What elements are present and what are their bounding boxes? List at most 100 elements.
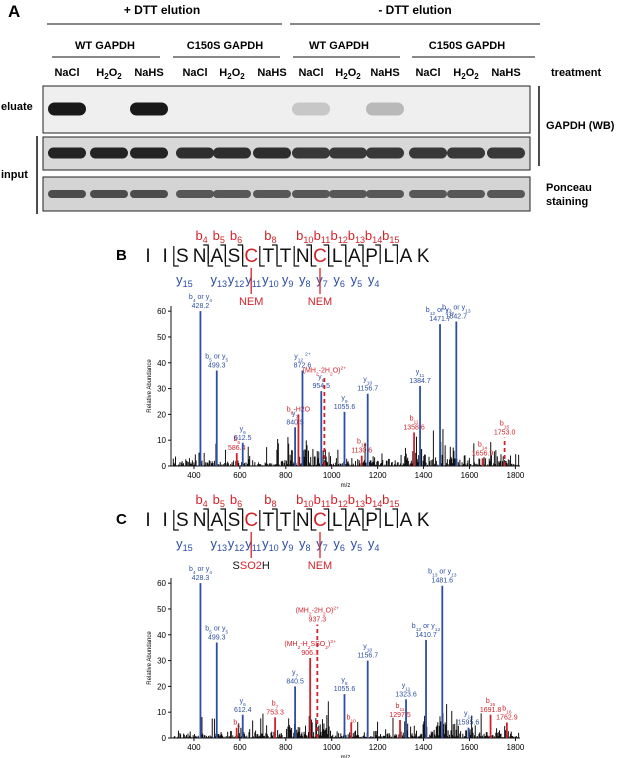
- peak-label: 428.3: [192, 575, 210, 582]
- y-cleavage: [276, 246, 282, 267]
- right-label-staining: staining: [546, 196, 588, 208]
- x-axis-label: m/z: [341, 755, 351, 758]
- peak-label: b13 or y13: [442, 304, 471, 314]
- y-tick-label: 20: [157, 682, 166, 691]
- group-label-dtt-minus: - DTT elution: [378, 3, 451, 17]
- residue: A: [210, 246, 223, 267]
- residue: S: [176, 246, 189, 267]
- input-band: [130, 147, 168, 159]
- y-cleavage: [276, 510, 282, 531]
- mod-label: NEM: [239, 296, 263, 308]
- mod-label: SSO2H: [233, 560, 270, 572]
- x-tick-label: 1200: [369, 743, 387, 752]
- y-cleavage: [310, 510, 317, 531]
- b-ion-label: b10: [296, 228, 313, 245]
- residue: C: [244, 510, 258, 531]
- peak-label: y11: [416, 369, 425, 379]
- residue: A: [348, 246, 361, 267]
- peak-label: 1358.6: [403, 424, 425, 431]
- peak-label: y6: [240, 426, 247, 436]
- x-tick-label: 1800: [507, 471, 525, 480]
- y-cleavage: [173, 246, 179, 267]
- residue: C: [313, 246, 327, 267]
- peak-label: b15: [500, 421, 510, 431]
- y-tick-label: 60: [157, 579, 166, 588]
- y-cleavage: [259, 510, 265, 531]
- y-ion-label: y12: [228, 272, 245, 289]
- peak-label: 1130.6: [351, 448, 372, 455]
- y-cleavage: [173, 510, 179, 531]
- input-band: [90, 147, 128, 159]
- y-axis-label: Relative Abundance: [147, 631, 153, 685]
- y-tick-label: 60: [157, 307, 166, 316]
- lane-label: NaHS: [134, 67, 163, 79]
- peak-label: y9: [341, 395, 348, 405]
- peak-label: 937.3: [309, 616, 327, 623]
- lane-labels: NaCl H2O2 NaHS NaCl H2O2 NaHS NaCl H2O2 NaHS NaCl…: [54, 67, 520, 81]
- right-label-ponceau: Ponceau: [546, 182, 592, 194]
- peak-label: 499.3: [208, 363, 226, 370]
- row-label-eluate: eluate: [1, 101, 33, 113]
- y-ion-label: y7: [316, 272, 328, 289]
- x-tick-label: 600: [233, 743, 247, 752]
- row-label-input: input: [1, 169, 28, 181]
- input-band: [366, 147, 404, 159]
- peak-label: 612.5: [234, 435, 252, 442]
- residue: A: [400, 510, 413, 531]
- residue: I: [145, 246, 150, 267]
- b-ion-label: b10: [296, 492, 313, 509]
- noise-peaks: [172, 429, 520, 466]
- y-cleavage: [345, 510, 351, 531]
- input-band: [176, 147, 214, 159]
- peak-label: 1542.7: [446, 313, 468, 320]
- residue: A: [210, 510, 223, 531]
- residue: S: [176, 510, 189, 531]
- y-ion-label: y7: [316, 536, 328, 553]
- y-cleavage: [362, 246, 368, 267]
- b-ion-label: b6: [230, 228, 242, 245]
- residue: P: [365, 246, 378, 267]
- eluate-band: [48, 102, 86, 116]
- ponceau-band: [329, 190, 367, 198]
- peak-label: 1471.7: [429, 316, 451, 323]
- y-cleavage: [293, 510, 300, 531]
- residue: I: [163, 246, 168, 267]
- peak-label: 1656.9: [472, 450, 494, 457]
- peak-label: 1055.6: [334, 404, 356, 411]
- mod-label: NEM: [308, 560, 332, 572]
- x-tick-label: 1000: [323, 471, 341, 480]
- peak-label: 1481.6: [432, 578, 454, 585]
- blot-eluate: [42, 85, 531, 134]
- input-band: [213, 147, 251, 159]
- peak-label: y14: [464, 711, 473, 721]
- ponceau-band: [292, 190, 330, 198]
- residue: S: [228, 246, 241, 267]
- y-cleavage: [242, 510, 248, 531]
- residue: N: [193, 246, 207, 267]
- blot-bands: [48, 102, 525, 198]
- x-tick-label: 1800: [507, 743, 525, 752]
- group-label-dtt-plus: + DTT elution: [124, 3, 200, 17]
- panel-letter: C: [116, 511, 127, 528]
- peak-label: b15: [486, 698, 496, 708]
- protein-label-2: C150S GAPDH: [187, 40, 263, 52]
- lane-label: NaHS: [491, 67, 520, 79]
- peak-label: b10: [347, 715, 357, 725]
- y-cleavage: [242, 246, 248, 267]
- peak-label: 1762.9: [496, 715, 518, 722]
- peak-label: 428.2: [192, 303, 210, 310]
- right-label-wb: GAPDH (WB): [546, 120, 615, 132]
- x-tick-label: 1400: [415, 471, 433, 480]
- y-tick-label: 40: [157, 359, 166, 368]
- input-band: [292, 147, 330, 159]
- y-ion-label: y9: [282, 272, 294, 289]
- peak-label: y12 2+: [294, 352, 311, 364]
- peak-label: 840.5: [286, 419, 304, 426]
- protein-label-3: WT GAPDH: [309, 40, 369, 52]
- x-tick-label: 400: [187, 471, 201, 480]
- b-ion-label: b12: [331, 492, 348, 509]
- peak-label: b16: [502, 706, 512, 716]
- lane-label: NaCl: [182, 67, 207, 79]
